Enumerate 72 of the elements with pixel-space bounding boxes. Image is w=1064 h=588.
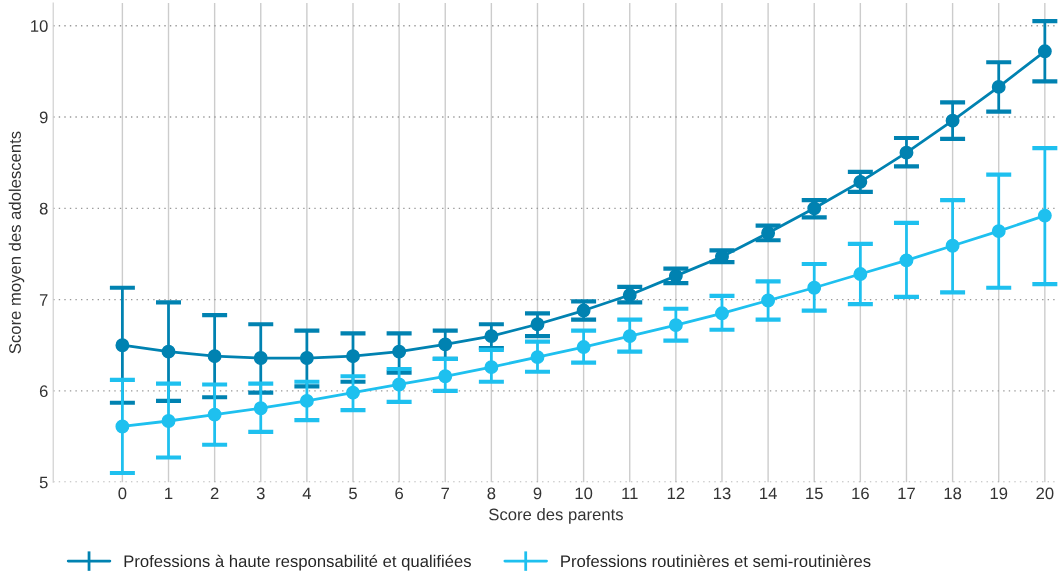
- point: [484, 329, 499, 344]
- x-tick-label: 19: [990, 487, 1008, 500]
- x-axis-title: Score des parents: [489, 508, 623, 524]
- point: [484, 360, 499, 375]
- point: [761, 226, 776, 240]
- point: [1037, 44, 1052, 59]
- x-tick-label: 4: [302, 487, 312, 500]
- point: [899, 145, 914, 160]
- point: [991, 224, 1006, 239]
- point: [668, 318, 683, 333]
- y-axis-title: Score moyen des adolescents: [8, 131, 25, 354]
- point: [576, 340, 591, 355]
- point: [945, 238, 960, 253]
- point: [530, 317, 545, 332]
- x-tick-label: 8: [487, 487, 496, 500]
- x-tick-label: 1: [165, 487, 173, 500]
- point: [1037, 208, 1052, 223]
- x-tick-label: 5: [349, 487, 357, 500]
- point: [853, 174, 868, 189]
- point: [392, 377, 407, 392]
- point: [622, 288, 637, 302]
- x-tick-label: 12: [667, 487, 685, 500]
- point: [991, 79, 1006, 94]
- point: [161, 344, 176, 359]
- point: [576, 303, 591, 318]
- x-tick-label: 9: [533, 487, 542, 500]
- point: [899, 253, 914, 268]
- y-tick-label: 9: [39, 111, 48, 124]
- x-tick-label: 17: [898, 487, 915, 500]
- point: [530, 350, 545, 365]
- x-tick-label: 10: [575, 487, 593, 500]
- x-tick-label: 13: [713, 487, 731, 500]
- point: [115, 338, 130, 353]
- point: [207, 407, 222, 422]
- point: [807, 280, 822, 295]
- point: [299, 351, 314, 365]
- point: [438, 337, 453, 352]
- point: [438, 369, 453, 384]
- x-tick-label: 7: [441, 487, 450, 500]
- legend-label: Professions routinières et semi-routinières: [561, 554, 871, 568]
- point: [668, 268, 683, 283]
- point: [807, 201, 822, 216]
- x-tick-label: 20: [1036, 487, 1054, 500]
- point: [253, 401, 268, 416]
- x-tick-label: 16: [852, 487, 869, 500]
- y-tick-label: 7: [39, 294, 48, 306]
- point: [207, 349, 222, 364]
- point: [299, 393, 314, 408]
- y-tick-label: 5: [39, 476, 48, 489]
- point: [853, 267, 868, 281]
- point: [346, 385, 360, 400]
- point: [346, 349, 360, 364]
- x-tick-label: 3: [256, 487, 265, 500]
- x-tick-label: 18: [944, 487, 962, 500]
- x-tick-label: 11: [622, 487, 638, 500]
- x-tick-label: 6: [395, 487, 404, 500]
- point: [253, 351, 268, 365]
- point: [115, 419, 130, 434]
- y-tick-label: 8: [39, 202, 48, 215]
- point: [392, 344, 407, 359]
- y-tick-label: 10: [31, 20, 48, 32]
- x-tick-label: 15: [806, 487, 823, 500]
- point: [622, 329, 637, 344]
- x-tick-label: 14: [760, 487, 777, 500]
- legend-label: Professions à haute responsabilité et qualifiées: [124, 554, 471, 571]
- point: [161, 414, 176, 428]
- x-tick-label: 0: [118, 487, 127, 500]
- x-tick-label: 2: [210, 487, 219, 500]
- point: [945, 113, 960, 128]
- point: [761, 293, 776, 308]
- y-tick-label: 6: [39, 385, 48, 398]
- point: [715, 306, 729, 321]
